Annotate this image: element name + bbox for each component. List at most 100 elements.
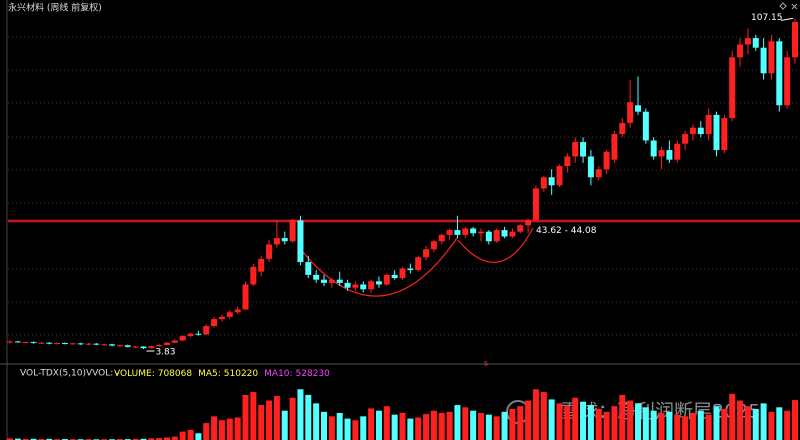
candle-body [187, 333, 194, 336]
candle-body [478, 231, 484, 234]
marker: s [484, 359, 488, 368]
volume-bar [22, 438, 29, 440]
volume-bar [572, 397, 579, 440]
candle-body [344, 282, 351, 288]
candle-body [603, 151, 610, 170]
volume-bar [328, 416, 335, 440]
volume-bar [164, 437, 170, 440]
volume-bar [30, 438, 37, 440]
candle-body [7, 341, 13, 343]
candle-body [360, 284, 367, 290]
candle-body [737, 44, 744, 58]
volume-bar [784, 410, 791, 440]
candle-body [462, 228, 469, 235]
candle-body [54, 343, 61, 345]
candle-body [658, 150, 665, 157]
candle-body [564, 156, 571, 167]
candle-body [258, 258, 265, 272]
candle-body [415, 257, 422, 271]
volume-bar [666, 411, 673, 440]
volume-bar [635, 403, 641, 440]
volume-bar [14, 438, 21, 440]
candle-body [22, 342, 29, 344]
candle-body [321, 279, 327, 283]
candle-body [203, 326, 210, 335]
candle-body [242, 284, 249, 310]
volume-bar [485, 414, 492, 440]
volume-bar [446, 411, 453, 440]
candle-body [752, 38, 759, 48]
volume-bar [250, 392, 257, 440]
volume-bar [776, 407, 783, 440]
candle-body [729, 57, 736, 119]
volume-bar [399, 412, 406, 440]
candle-body [266, 244, 273, 259]
candle-body [517, 225, 524, 232]
handle-arc [457, 227, 534, 263]
candle-body [485, 231, 492, 242]
candle-body [611, 134, 618, 160]
chart-title: 永兴材料 (周线 前复权) [8, 2, 102, 14]
candle-body [705, 114, 712, 135]
candle-body [407, 268, 414, 271]
candle-body [713, 114, 720, 151]
indicator-name: MA5: [198, 369, 221, 379]
volume-bar [132, 438, 139, 440]
volume-bar [430, 410, 437, 440]
candle-body [368, 281, 375, 290]
candle-body [234, 309, 241, 313]
volume-bar [211, 416, 218, 440]
volume-bar [587, 405, 594, 440]
candle-body [391, 274, 398, 279]
volume-bar [650, 410, 657, 440]
candle-body [85, 343, 92, 345]
candle-body [532, 188, 539, 221]
candle-body [109, 344, 116, 346]
candle-body [226, 312, 233, 317]
volume-bar [752, 409, 759, 440]
candle-body [352, 284, 359, 288]
candle-body [281, 238, 288, 242]
volume-bar [454, 405, 461, 440]
volume-bar [689, 412, 696, 440]
candle-body [124, 345, 131, 347]
high-arrow [780, 17, 794, 21]
candle-body [148, 346, 155, 349]
volume-bar [352, 420, 359, 440]
volume-bar [305, 394, 312, 440]
candle-body [164, 342, 170, 345]
volume-bar [713, 406, 720, 440]
volume-bar [226, 418, 233, 440]
volume-bar [493, 416, 500, 440]
indicator-legend: VOLUME: 708068 MA5: 510220 MA10: 528230 [114, 369, 330, 379]
volume-bar [407, 418, 414, 440]
candle-body [768, 41, 775, 74]
indicator-value: 510220 [224, 369, 259, 379]
volume-bar [540, 392, 547, 440]
candle-body [46, 342, 53, 344]
volume-bar [509, 409, 516, 440]
volume-bar [548, 399, 555, 440]
candle-body [218, 316, 225, 320]
candle-body [674, 143, 681, 160]
volume-bar [179, 431, 186, 440]
candle-body [650, 140, 657, 157]
volume-bar [148, 438, 155, 440]
candle-body [313, 274, 320, 280]
volume-bar [603, 411, 610, 440]
low-label: 3.83 [155, 348, 175, 358]
volume-bar [611, 406, 618, 440]
volume-bar [360, 416, 367, 440]
candle-body [470, 228, 477, 234]
candle-body [776, 41, 783, 106]
candle-body [509, 231, 516, 237]
candle-body [375, 281, 382, 285]
candle-body [548, 177, 555, 186]
candle-body [289, 220, 296, 242]
volume-bar [313, 403, 320, 440]
volume-bar [218, 420, 225, 440]
volume-bar [697, 410, 704, 440]
volume-bar [462, 407, 469, 440]
volume-bar [258, 405, 265, 440]
